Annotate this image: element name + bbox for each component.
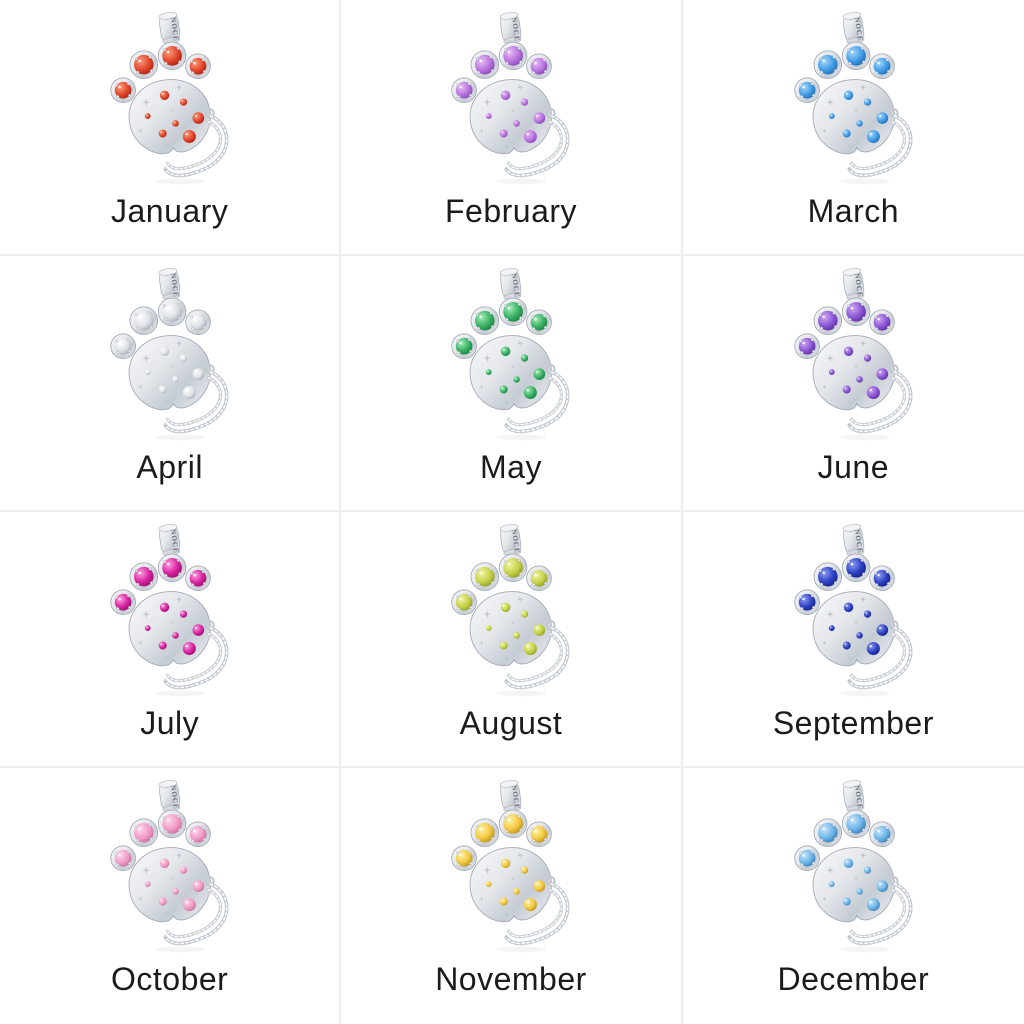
month-label: March — [807, 193, 900, 229]
month-cell-october[interactable]: NOCE October — [0, 768, 342, 1024]
month-cell-january[interactable]: NOCE January — [0, 0, 342, 256]
svg-text:NOCE: NOCE — [852, 529, 863, 554]
paw-charm-image: NOCE — [97, 7, 242, 185]
month-label: May — [480, 449, 542, 485]
paw-charm-image: NOCE — [781, 775, 926, 953]
svg-text:NOCE: NOCE — [510, 785, 521, 810]
month-label: January — [110, 193, 229, 229]
month-label: October — [111, 961, 229, 997]
svg-text:NOCE: NOCE — [852, 273, 863, 298]
month-cell-february[interactable]: NOCE February — [341, 0, 683, 256]
month-cell-november[interactable]: NOCE November — [341, 768, 683, 1024]
month-label: June — [817, 449, 890, 485]
paw-charm-image: NOCE — [97, 519, 242, 697]
svg-text:NOCE: NOCE — [169, 273, 180, 298]
paw-charm-image: NOCE — [438, 7, 583, 185]
svg-text:NOCE: NOCE — [169, 529, 180, 554]
paw-charm-image: NOCE — [438, 519, 583, 697]
month-cell-august[interactable]: NOCE August — [341, 512, 683, 768]
paw-charm-image: NOCE — [97, 263, 242, 441]
month-cell-december[interactable]: NOCE December — [683, 768, 1024, 1024]
month-label: September — [772, 705, 934, 741]
paw-charm-image: NOCE — [97, 775, 242, 953]
svg-text:NOCE: NOCE — [852, 17, 863, 42]
svg-text:NOCE: NOCE — [169, 785, 180, 810]
month-cell-july[interactable]: NOCE July — [0, 512, 342, 768]
paw-charm-image: NOCE — [438, 263, 583, 441]
paw-charm-image: NOCE — [781, 7, 926, 185]
month-cell-june[interactable]: NOCE June — [682, 256, 1024, 512]
month-label: August — [459, 705, 563, 741]
month-label: July — [140, 705, 200, 741]
svg-text:NOCE: NOCE — [510, 273, 521, 298]
svg-text:NOCE: NOCE — [510, 529, 521, 554]
paw-charm-image: NOCE — [781, 519, 926, 697]
month-label: December — [777, 961, 930, 997]
month-cell-may[interactable]: NOCE May — [341, 256, 683, 512]
month-cell-september[interactable]: NOCE September — [682, 512, 1024, 768]
month-cell-march[interactable]: NOCE March — [682, 0, 1024, 256]
month-label: February — [444, 193, 578, 229]
month-label: April — [136, 449, 203, 485]
svg-text:NOCE: NOCE — [510, 17, 521, 42]
month-label: November — [435, 961, 587, 997]
month-cell-april[interactable]: NOCE April — [0, 256, 342, 512]
svg-text:NOCE: NOCE — [169, 17, 180, 42]
paw-charm-image: NOCE — [438, 775, 583, 953]
paw-charm-image: NOCE — [781, 263, 926, 441]
svg-text:NOCE: NOCE — [852, 785, 863, 810]
